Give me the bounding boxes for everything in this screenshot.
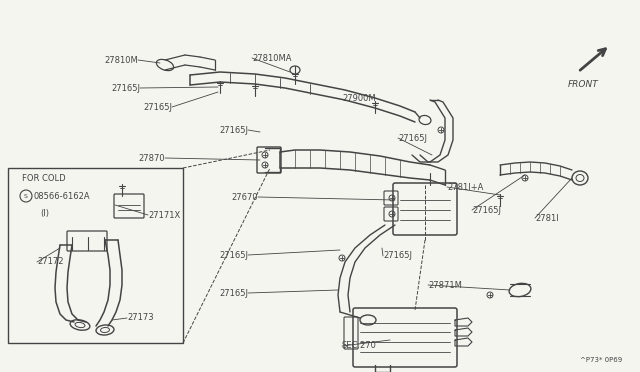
Text: FRONT: FRONT xyxy=(568,80,599,89)
Text: 27165J: 27165J xyxy=(143,103,172,112)
Text: SEC.270: SEC.270 xyxy=(342,341,377,350)
Text: 2781I+A: 2781I+A xyxy=(447,183,483,192)
Text: 27165J: 27165J xyxy=(383,251,412,260)
Text: 27870: 27870 xyxy=(138,154,165,163)
Text: ^P73* 0P69: ^P73* 0P69 xyxy=(580,357,622,363)
Text: 27171X: 27171X xyxy=(148,211,180,219)
Text: (I): (I) xyxy=(40,208,49,218)
Text: FOR COLD: FOR COLD xyxy=(22,173,66,183)
Text: 27173: 27173 xyxy=(127,314,154,323)
Text: 27871M: 27871M xyxy=(428,280,462,289)
Text: 27165J: 27165J xyxy=(398,134,427,142)
Text: 2781I: 2781I xyxy=(535,214,559,222)
Text: 27670: 27670 xyxy=(232,192,258,202)
Text: 27165J: 27165J xyxy=(219,289,248,298)
Text: 27165J: 27165J xyxy=(219,250,248,260)
Bar xyxy=(8,168,183,343)
Text: 27810M: 27810M xyxy=(104,55,138,64)
Text: 27172: 27172 xyxy=(37,257,63,266)
Text: S: S xyxy=(24,193,28,199)
Text: 27165J: 27165J xyxy=(472,205,501,215)
Text: 27165J: 27165J xyxy=(219,125,248,135)
Text: 27165J: 27165J xyxy=(111,83,140,93)
Text: 27900M: 27900M xyxy=(342,93,376,103)
Text: 27810MA: 27810MA xyxy=(252,54,291,62)
Text: 08566-6162A: 08566-6162A xyxy=(34,192,91,201)
